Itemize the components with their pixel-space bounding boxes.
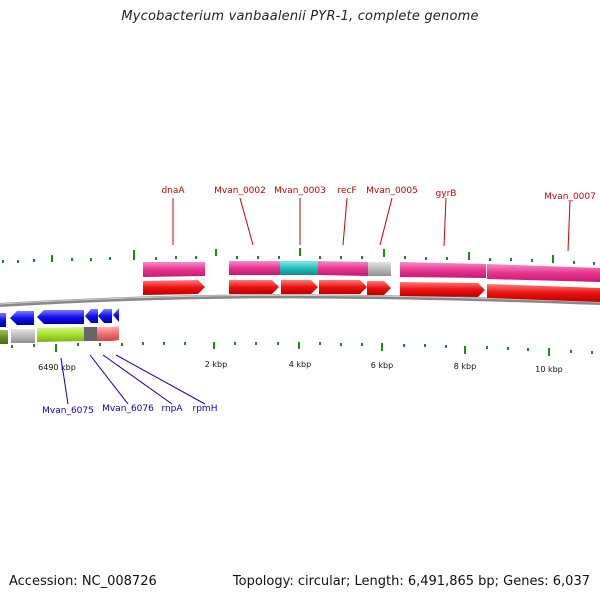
leader-line bbox=[443, 197, 447, 247]
gene-feature[interactable] bbox=[11, 329, 35, 343]
reverse-cds-arrow[interactable] bbox=[113, 308, 119, 322]
reverse-cds-track[interactable] bbox=[0, 308, 119, 327]
forward-label-leaders bbox=[172, 197, 571, 252]
gene-feature[interactable] bbox=[0, 330, 8, 344]
cds-arrow[interactable] bbox=[229, 280, 279, 294]
gene-label[interactable]: Mvan_6075 bbox=[42, 406, 94, 416]
gene-feature-dnaa[interactable] bbox=[143, 262, 205, 277]
map-title: Mycobacterium vanbaalenii PYR-1, complet… bbox=[121, 9, 479, 24]
gene-feature-mvan-6075[interactable] bbox=[37, 327, 84, 342]
leader-line bbox=[89, 354, 129, 405]
reverse-cds-arrow[interactable] bbox=[85, 309, 98, 323]
gene-label[interactable]: gyrB bbox=[436, 189, 457, 199]
gene-label[interactable]: rnpA bbox=[161, 404, 183, 414]
gene-feature-mvan-0002[interactable] bbox=[229, 261, 280, 275]
scale-label: 6 kbp bbox=[371, 361, 393, 370]
gene-feature-rnpa[interactable] bbox=[97, 327, 112, 341]
gene-label[interactable]: Mvan_0002 bbox=[214, 186, 266, 196]
topology-text: Topology: circular; Length: 6,491,865 bp… bbox=[232, 574, 590, 589]
cds-arrow[interactable] bbox=[281, 280, 318, 294]
leader-line bbox=[567, 200, 571, 252]
cds-arrow[interactable] bbox=[400, 282, 485, 297]
cds-arrow[interactable] bbox=[367, 281, 391, 295]
leader-line bbox=[239, 197, 254, 246]
leader-line bbox=[115, 354, 206, 405]
cds-arrow[interactable] bbox=[143, 280, 205, 295]
gene-feature-mvan-0005[interactable] bbox=[368, 262, 391, 276]
scale-label: 4 kbp bbox=[289, 360, 311, 369]
forward-gene-labels: dnaA Mvan_0002 Mvan_0003 recF Mvan_0005 … bbox=[161, 186, 595, 202]
gene-feature-rpmh[interactable] bbox=[112, 326, 119, 341]
reverse-cds-arrow[interactable] bbox=[0, 313, 6, 327]
leader-line bbox=[379, 197, 393, 246]
reverse-cds-arrow[interactable] bbox=[37, 310, 84, 324]
scale-label: 10 kbp bbox=[535, 365, 563, 374]
genome-backbone-highlight bbox=[0, 294, 600, 305]
scale-label: 2 kbp bbox=[205, 360, 227, 369]
gene-label[interactable]: Mvan_0005 bbox=[366, 186, 418, 196]
gene-label[interactable]: Mvan_0003 bbox=[274, 186, 326, 196]
forward-gene-track[interactable] bbox=[143, 261, 600, 282]
genome-backbone bbox=[0, 294, 600, 307]
reverse-gene-labels: Mvan_6075 Mvan_6076 rnpA rpmH bbox=[42, 404, 217, 416]
cds-arrow[interactable] bbox=[487, 284, 600, 302]
gene-feature-mvan-0003[interactable] bbox=[280, 261, 318, 275]
reverse-cds-arrow[interactable] bbox=[10, 311, 34, 325]
leader-line bbox=[342, 197, 348, 246]
scale-label: 6490 kbp bbox=[38, 363, 76, 372]
gene-feature-recf[interactable] bbox=[318, 261, 368, 276]
reverse-cds-arrow[interactable] bbox=[98, 309, 112, 323]
leader-line bbox=[60, 357, 69, 405]
scale-label: 8 kbp bbox=[454, 362, 476, 371]
scale-labels: 6490 kbp 2 kbp 4 kbp 6 kbp 8 kbp 10 kbp bbox=[38, 360, 563, 374]
leader-line bbox=[102, 354, 173, 405]
gene-label[interactable]: Mvan_6076 bbox=[102, 404, 154, 414]
gene-label[interactable]: rpmH bbox=[193, 404, 218, 414]
gene-feature-gyrb[interactable] bbox=[400, 262, 486, 278]
gene-label[interactable]: recF bbox=[337, 186, 356, 196]
lower-tick-row bbox=[11, 342, 593, 356]
gene-feature-mvan-6076[interactable] bbox=[84, 327, 97, 341]
reverse-label-leaders bbox=[60, 354, 206, 405]
upper-tick-row bbox=[2, 248, 595, 265]
cds-arrow[interactable] bbox=[319, 280, 367, 294]
gene-label[interactable]: Mvan_0007 bbox=[544, 192, 596, 202]
accession-text: Accession: NC_008726 bbox=[9, 574, 157, 589]
gene-label[interactable]: dnaA bbox=[161, 186, 185, 196]
reverse-gene-track[interactable] bbox=[0, 326, 119, 344]
forward-cds-track[interactable] bbox=[143, 280, 600, 302]
gene-feature-mvan-0007[interactable] bbox=[487, 264, 600, 282]
